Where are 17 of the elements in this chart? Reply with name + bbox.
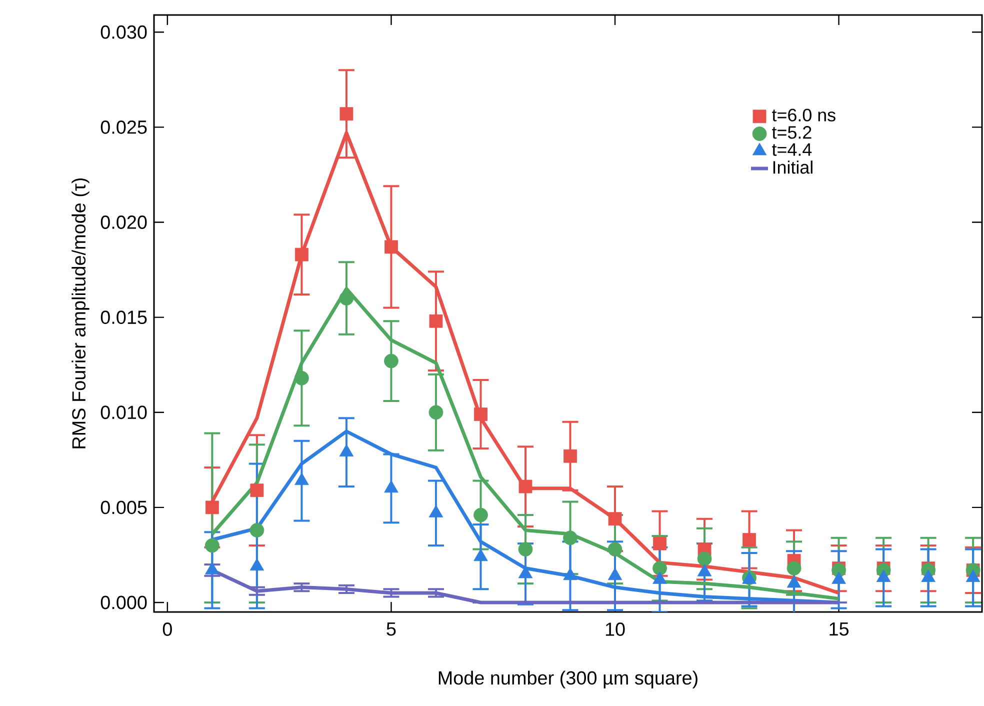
x-axis-title: Mode number (300 µm square) xyxy=(438,670,698,688)
x-tick-label: 15 xyxy=(830,622,849,636)
y-tick-label: 0.005 xyxy=(100,500,147,514)
legend-label: t=6.0 ns xyxy=(772,108,836,122)
legend-label: Initial xyxy=(773,160,812,174)
x-tick-label: 10 xyxy=(606,622,625,636)
legend-label: t=5.2 xyxy=(772,126,812,139)
x-tick-label: 5 xyxy=(386,622,396,636)
y-tick-label: 0.000 xyxy=(100,596,147,610)
y-tick-label: 0.010 xyxy=(100,406,147,420)
y-tick-label: 0.025 xyxy=(100,120,147,134)
x-tick-label: 0 xyxy=(162,622,172,636)
y-tick-label: 0.020 xyxy=(100,216,147,229)
y-axis-title: RMS Fourier amplitude/mode (τ) xyxy=(72,178,90,448)
y-tick-label: 0.030 xyxy=(100,25,147,39)
legend-label: t=4.4 xyxy=(772,143,812,156)
y-tick-label: 0.015 xyxy=(100,310,147,324)
